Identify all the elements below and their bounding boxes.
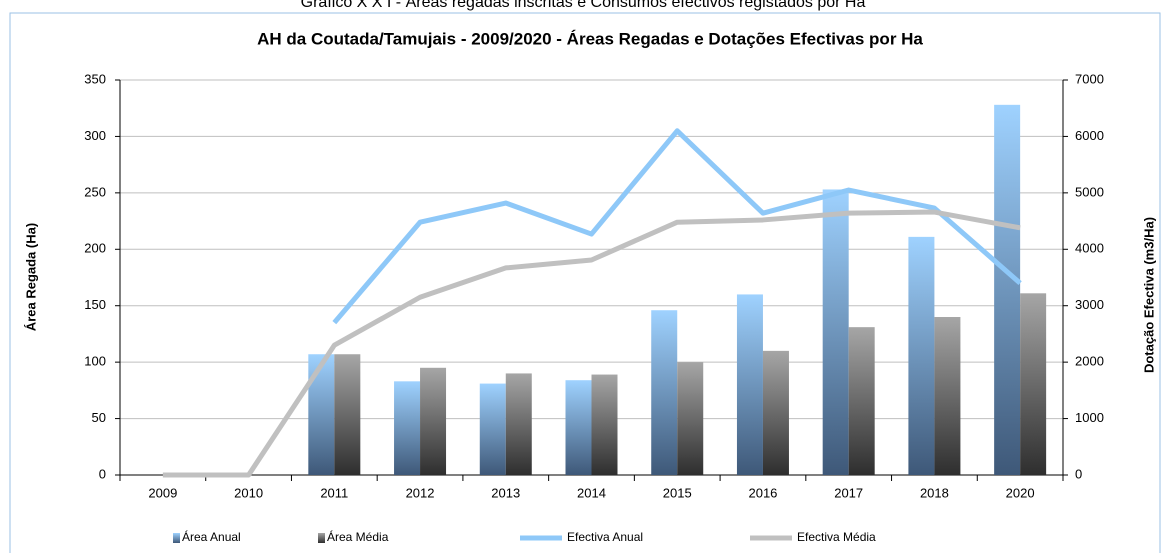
legend-label: Efectiva Média [797,530,876,544]
x-tick-label: 2011 [320,485,348,500]
bar [420,367,447,475]
x-tick-label: 2020 [1006,485,1035,500]
legend-swatch [173,533,180,543]
bar [677,362,704,475]
x-tick-label: 2014 [577,485,606,500]
bar [994,104,1021,475]
y2-tick-label: 1000 [1075,410,1104,425]
bar [908,236,935,475]
x-tick-label: 2015 [663,485,692,500]
bar [934,317,961,475]
y2-tick-label: 0 [1075,466,1082,481]
x-tick-label: 2017 [834,485,863,500]
y-tick-label: 50 [92,410,106,425]
line [162,209,1021,478]
x-tick-label: 2018 [920,485,949,500]
y2-tick-label: 2000 [1075,354,1104,369]
y2-tick-label: 5000 [1075,184,1104,199]
bar [1020,293,1047,475]
legend-label: Área Anual [182,529,241,544]
legend-label: Área Média [327,529,389,544]
y-tick-label: 350 [84,71,106,86]
y-tick-label: 200 [84,241,106,256]
caption: Gráfico X X I - Áreas regadas inscritas … [301,0,866,11]
bar [848,327,875,475]
x-tick-label: 2009 [148,485,177,500]
y-axis-label: Área Regada (Ha) [23,223,38,331]
y-tick-label: 150 [84,297,106,312]
legend-swatch [318,533,325,543]
y-tick-label: 250 [84,184,106,199]
y2-tick-label: 6000 [1075,128,1104,143]
y-tick-label: 0 [99,466,106,481]
x-tick-label: 2013 [491,485,520,500]
x-tick-label: 2010 [234,485,263,500]
y2-axis-label: Dotação Efectiva (m3/Ha) [1141,217,1156,373]
x-tick-label: 2012 [406,485,435,500]
y2-tick-label: 4000 [1075,241,1104,256]
bar [822,189,849,475]
y-tick-label: 100 [84,354,106,369]
bar [736,294,763,475]
x-tick-label: 2016 [748,485,777,500]
bar [394,381,421,475]
line [332,128,1022,325]
chart-title: AH da Coutada/Tamujais - 2009/2020 - Áre… [257,29,923,48]
y2-tick-label: 7000 [1075,71,1104,86]
legend-label: Efectiva Anual [567,530,643,544]
bar [762,350,789,475]
y-tick-label: 300 [84,128,106,143]
bar [505,373,532,475]
bar [565,380,592,475]
bar [334,354,361,475]
y2-tick-label: 3000 [1075,297,1104,312]
bar [591,374,618,475]
bar [308,354,335,475]
bar [651,310,678,475]
bar [479,383,506,475]
